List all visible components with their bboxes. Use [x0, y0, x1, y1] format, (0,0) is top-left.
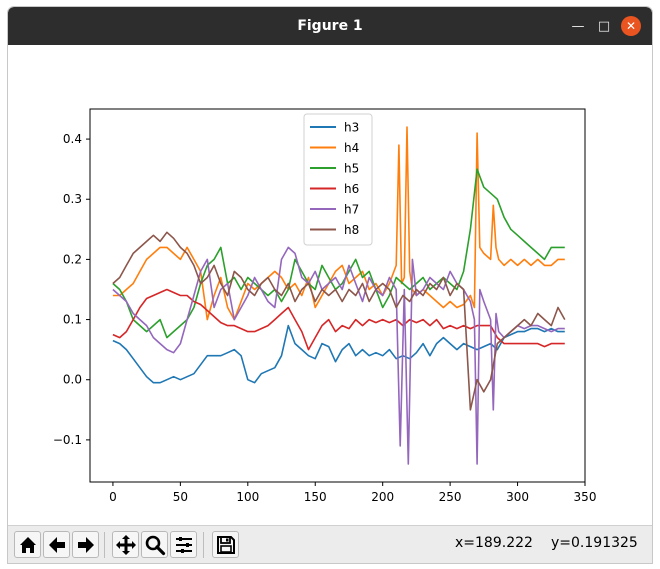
series-line-h7 [112, 246, 565, 465]
x-tick-label: 350 [574, 490, 597, 504]
forward-icon[interactable] [72, 531, 99, 558]
legend-label-h6: h6 [344, 182, 359, 196]
legend-box [303, 113, 373, 246]
x-tick-label: 100 [236, 490, 259, 504]
x-tick-label: 50 [173, 490, 188, 504]
y-tick-label: 0.3 [63, 192, 82, 206]
maximize-icon[interactable]: □ [597, 18, 611, 34]
home-icon[interactable] [14, 531, 41, 558]
back-icon[interactable] [43, 531, 70, 558]
x-tick-label: 250 [439, 490, 462, 504]
legend-label-h5: h5 [344, 162, 359, 176]
legend-label-h8: h8 [344, 223, 359, 237]
series-line-h4 [112, 126, 565, 321]
series-line-h3 [112, 324, 565, 384]
figure-window: Figure 1 — □ ✕ 0 50 100 150 200 250 300 350 −0.1… [8, 7, 652, 563]
y-tick-label: 0.1 [63, 313, 82, 327]
x-tick-label: 200 [371, 490, 394, 504]
pan-icon[interactable] [112, 531, 139, 558]
window-title: Figure 1 [297, 18, 363, 34]
y-tick-label: 0.0 [63, 373, 82, 387]
y-tick-label: 0.2 [63, 252, 82, 266]
series-line-h8 [112, 231, 566, 411]
x-tick-label: 150 [304, 490, 327, 504]
configure-subplots-icon[interactable] [170, 531, 197, 558]
legend-label-h3: h3 [344, 121, 359, 135]
x-coordinate-readout: x=189.222 [455, 535, 533, 551]
y-tick-label: 0.4 [63, 132, 82, 146]
toolbar-separator [203, 532, 204, 558]
x-tick-label: 0 [109, 490, 117, 504]
legend-label-h7: h7 [344, 203, 359, 217]
y-coordinate-readout: y=0.191325 [551, 535, 638, 551]
line-chart[interactable]: 0 50 100 150 200 250 300 350 −0.1 0.0 0.1 0.2 0.3 0.4… [8, 45, 652, 525]
series-line-h6 [112, 288, 565, 351]
title-bar: Figure 1 — □ ✕ [8, 7, 652, 45]
navigation-toolbar: x=189.222 y=0.191325 [8, 525, 652, 563]
zoom-icon[interactable] [141, 531, 168, 558]
save-icon[interactable] [212, 531, 239, 558]
x-tick-label: 300 [506, 490, 529, 504]
y-tick-label: −0.1 [53, 433, 82, 447]
toolbar-separator [104, 532, 105, 558]
minimize-icon[interactable]: — [571, 18, 585, 34]
figure-canvas[interactable]: 0 50 100 150 200 250 300 350 −0.1 0.0 0.1 0.2 0.3 0.4… [8, 45, 652, 525]
close-icon[interactable]: ✕ [621, 16, 641, 36]
legend-label-h4: h4 [344, 141, 359, 155]
